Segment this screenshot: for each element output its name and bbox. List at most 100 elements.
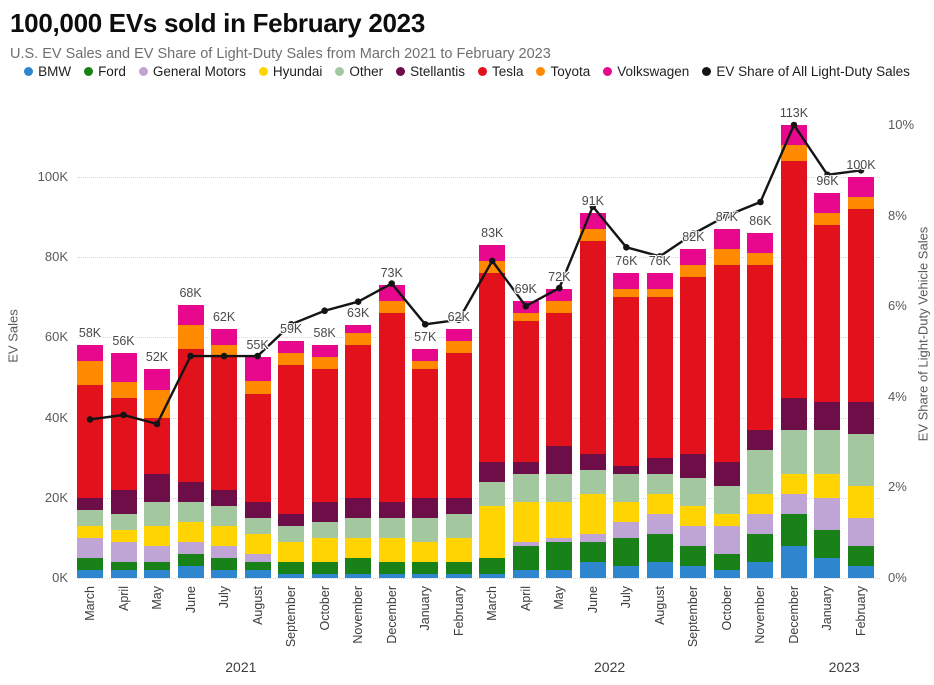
bar-segment-volkswagen[interactable] (512, 301, 539, 314)
bar-segment-tesla[interactable] (613, 297, 640, 466)
bar-segment-toyota[interactable] (278, 353, 305, 366)
bar-segment-hyundai[interactable] (814, 473, 841, 498)
bar-segment-stellantis[interactable] (278, 513, 305, 526)
bar-segment-volkswagen[interactable] (579, 213, 606, 230)
bar-segment-ford[interactable] (546, 541, 573, 570)
bar-november-8[interactable] (345, 325, 372, 578)
bar-segment-bmw[interactable] (680, 565, 707, 578)
bar-segment-other[interactable] (780, 429, 807, 474)
bar-segment-other[interactable] (177, 501, 204, 522)
bar-segment-hyundai[interactable] (780, 473, 807, 494)
bar-segment-toyota[interactable] (244, 381, 271, 394)
bar-segment-stellantis[interactable] (848, 401, 874, 434)
bar-segment-other[interactable] (479, 481, 506, 506)
bar-segment-ford[interactable] (110, 561, 137, 570)
bar-segment-hyundai[interactable] (646, 493, 673, 514)
bar-segment-other[interactable] (144, 501, 171, 526)
bar-segment-bmw[interactable] (613, 565, 640, 578)
bar-segment-bmw[interactable] (311, 573, 338, 578)
bar-segment-general-motors[interactable] (546, 537, 573, 542)
bar-october-7[interactable] (311, 345, 338, 578)
bar-segment-ford[interactable] (345, 557, 372, 574)
bar-segment-toyota[interactable] (579, 229, 606, 242)
bar-july-16[interactable] (613, 273, 640, 578)
bar-july-4[interactable] (211, 329, 238, 578)
bar-segment-toyota[interactable] (780, 144, 807, 161)
bar-segment-bmw[interactable] (345, 573, 372, 578)
bar-segment-bmw[interactable] (110, 569, 137, 578)
bar-segment-volkswagen[interactable] (646, 273, 673, 290)
bar-september-18[interactable] (680, 249, 707, 578)
bar-segment-hyundai[interactable] (613, 501, 640, 522)
bar-segment-general-motors[interactable] (613, 521, 640, 538)
bar-segment-stellantis[interactable] (814, 401, 841, 430)
bar-segment-other[interactable] (512, 473, 539, 502)
bar-segment-hyundai[interactable] (144, 525, 171, 546)
bar-segment-tesla[interactable] (713, 265, 740, 462)
bar-segment-bmw[interactable] (244, 569, 271, 578)
bar-segment-other[interactable] (646, 473, 673, 494)
bar-segment-stellantis[interactable] (311, 501, 338, 522)
bar-segment-other[interactable] (278, 525, 305, 542)
bar-segment-tesla[interactable] (244, 393, 271, 502)
bar-segment-other[interactable] (613, 473, 640, 502)
bar-segment-ford[interactable] (512, 545, 539, 570)
bar-segment-hyundai[interactable] (479, 505, 506, 558)
bar-segment-tesla[interactable] (77, 385, 103, 498)
bar-segment-toyota[interactable] (110, 381, 137, 398)
bar-segment-tesla[interactable] (445, 353, 472, 498)
bar-segment-bmw[interactable] (445, 573, 472, 578)
bar-segment-other[interactable] (546, 473, 573, 502)
bar-segment-stellantis[interactable] (680, 453, 707, 478)
bar-segment-hyundai[interactable] (579, 493, 606, 534)
bar-segment-other[interactable] (378, 517, 405, 538)
bar-segment-general-motors[interactable] (244, 553, 271, 562)
bar-segment-ford[interactable] (747, 533, 774, 562)
bar-february-23[interactable] (848, 177, 874, 578)
bar-segment-other[interactable] (412, 517, 439, 542)
bar-april-1[interactable] (110, 353, 137, 578)
bar-segment-ford[interactable] (244, 561, 271, 570)
bar-segment-volkswagen[interactable] (780, 124, 807, 145)
bar-segment-stellantis[interactable] (780, 397, 807, 430)
bar-segment-ford[interactable] (177, 553, 204, 566)
bar-segment-stellantis[interactable] (579, 453, 606, 470)
bar-segment-toyota[interactable] (713, 249, 740, 266)
bar-november-20[interactable] (747, 233, 774, 578)
bar-segment-toyota[interactable] (613, 289, 640, 298)
bar-segment-tesla[interactable] (646, 297, 673, 458)
bar-segment-volkswagen[interactable] (479, 245, 506, 262)
bar-segment-stellantis[interactable] (613, 465, 640, 474)
bar-segment-other[interactable] (747, 449, 774, 494)
bar-segment-hyundai[interactable] (445, 537, 472, 562)
bar-segment-toyota[interactable] (814, 213, 841, 226)
bar-segment-hyundai[interactable] (713, 513, 740, 526)
bar-segment-general-motors[interactable] (747, 513, 774, 534)
bar-segment-tesla[interactable] (747, 265, 774, 430)
line-point[interactable] (757, 198, 764, 206)
bar-segment-other[interactable] (244, 517, 271, 534)
bar-segment-stellantis[interactable] (177, 481, 204, 502)
bar-segment-ford[interactable] (780, 513, 807, 546)
bar-segment-other[interactable] (77, 509, 103, 526)
bar-segment-stellantis[interactable] (77, 497, 103, 510)
bar-segment-volkswagen[interactable] (613, 273, 640, 290)
bar-september-6[interactable] (278, 341, 305, 578)
bar-segment-hyundai[interactable] (110, 529, 137, 542)
bar-segment-stellantis[interactable] (110, 489, 137, 514)
bar-segment-hyundai[interactable] (512, 501, 539, 542)
bar-segment-hyundai[interactable] (211, 525, 238, 546)
bar-segment-ford[interactable] (713, 553, 740, 570)
bar-january-10[interactable] (412, 349, 439, 578)
bar-segment-hyundai[interactable] (244, 533, 271, 554)
bar-segment-ford[interactable] (77, 557, 103, 570)
bar-segment-bmw[interactable] (512, 569, 539, 578)
bar-segment-general-motors[interactable] (177, 541, 204, 554)
bar-segment-ford[interactable] (378, 561, 405, 574)
bar-segment-general-motors[interactable] (144, 545, 171, 562)
bar-segment-volkswagen[interactable] (311, 345, 338, 358)
bar-segment-hyundai[interactable] (378, 537, 405, 562)
bar-segment-stellantis[interactable] (445, 497, 472, 514)
bar-segment-hyundai[interactable] (311, 537, 338, 562)
bar-segment-toyota[interactable] (479, 261, 506, 274)
